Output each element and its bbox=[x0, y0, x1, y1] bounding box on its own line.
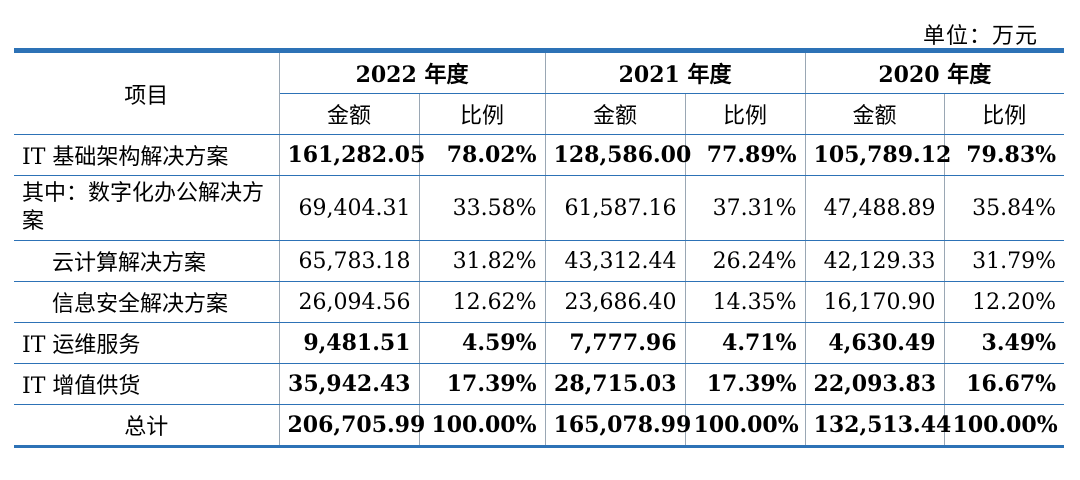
unit-label: 单位：万元 bbox=[922, 24, 1038, 49]
cell-ratio-2020: 31.79% bbox=[943, 240, 1065, 282]
cell-ratio-2022: 78.02% bbox=[418, 134, 546, 176]
row-label: IT 运维服务 bbox=[14, 322, 280, 364]
cell-ratio-2020: 12.20% bbox=[943, 281, 1065, 323]
revenue-table-container: 项目 2022 年度 2021 年度 2020 年度 金额 比例 金额 比例 金… bbox=[14, 48, 1065, 448]
cell-amount-2022: 26,094.56 bbox=[278, 281, 420, 323]
cell-amount-2022: 9,481.51 bbox=[278, 322, 420, 364]
cell-ratio-2021: 77.89% bbox=[684, 134, 806, 176]
cell-ratio-2020: 35.84% bbox=[943, 175, 1065, 241]
header-year-2021: 2021 年度 bbox=[544, 48, 806, 94]
cell-amount-2022: 65,783.18 bbox=[278, 240, 420, 282]
table-row: 信息安全解决方案 26,094.56 12.62% 23,686.40 14.3… bbox=[14, 281, 1065, 323]
cell-amount-2020: 47,488.89 bbox=[804, 175, 945, 241]
row-label: 其中：数字化办公解决方案 bbox=[14, 175, 280, 241]
cell-amount-2021: 43,312.44 bbox=[544, 240, 686, 282]
cell-amount-2020: 105,789.12 bbox=[804, 134, 951, 176]
row-label: IT 基础架构解决方案 bbox=[14, 134, 280, 176]
header-year-2022: 2022 年度 bbox=[278, 48, 546, 94]
cell-amount-2020: 132,513.44 bbox=[804, 404, 951, 448]
cell-ratio-2022: 33.58% bbox=[418, 175, 546, 241]
cell-amount-2022: 35,942.43 bbox=[278, 363, 420, 405]
cell-amount-2020: 42,129.33 bbox=[804, 240, 945, 282]
row-label: 信息安全解决方案 bbox=[14, 281, 280, 323]
cell-amount-2021: 128,586.00 bbox=[544, 134, 691, 176]
cell-ratio-2021: 26.24% bbox=[684, 240, 806, 282]
cell-ratio-2022: 17.39% bbox=[418, 363, 546, 405]
cell-amount-2021: 7,777.96 bbox=[544, 322, 686, 364]
cell-ratio-2022: 4.59% bbox=[418, 322, 546, 364]
header-amount: 金额 bbox=[804, 93, 945, 135]
cell-ratio-2020: 100.00% bbox=[943, 404, 1065, 448]
cell-ratio-2022: 31.82% bbox=[418, 240, 546, 282]
table-row: IT 运维服务 9,481.51 4.59% 7,777.96 4.71% 4,… bbox=[14, 322, 1065, 364]
table-row: 其中：数字化办公解决方案 69,404.31 33.58% 61,587.16 … bbox=[14, 175, 1065, 241]
cell-ratio-2022: 12.62% bbox=[418, 281, 546, 323]
cell-amount-2022: 206,705.99 bbox=[278, 404, 425, 448]
header-ratio: 比例 bbox=[684, 93, 806, 135]
cell-ratio-2021: 37.31% bbox=[684, 175, 806, 241]
cell-ratio-2020: 3.49% bbox=[943, 322, 1065, 364]
cell-ratio-2021: 100.00% bbox=[684, 404, 806, 448]
header-amount: 金额 bbox=[279, 93, 420, 135]
header-ratio: 比例 bbox=[943, 93, 1065, 135]
row-label: 总计 bbox=[14, 404, 280, 448]
table-row: IT 增值供货 35,942.43 17.39% 28,715.03 17.39… bbox=[14, 363, 1065, 405]
header-amount: 金额 bbox=[544, 93, 686, 135]
cell-ratio-2021: 14.35% bbox=[684, 281, 806, 323]
cell-amount-2020: 4,630.49 bbox=[804, 322, 945, 364]
cell-ratio-2020: 16.67% bbox=[943, 363, 1065, 405]
cell-amount-2021: 28,715.03 bbox=[544, 363, 686, 405]
header-ratio: 比例 bbox=[418, 93, 546, 135]
cell-amount-2021: 23,686.40 bbox=[544, 281, 686, 323]
cell-amount-2021: 165,078.99 bbox=[544, 404, 691, 448]
cell-ratio-2022: 100.00% bbox=[418, 404, 546, 448]
cell-ratio-2021: 17.39% bbox=[684, 363, 806, 405]
row-label: IT 增值供货 bbox=[14, 363, 280, 405]
cell-amount-2021: 61,587.16 bbox=[544, 175, 686, 241]
table-row: IT 基础架构解决方案 161,282.05 78.02% 128,586.00… bbox=[14, 134, 1065, 176]
header-item: 项目 bbox=[14, 48, 280, 135]
cell-ratio-2020: 79.83% bbox=[943, 134, 1065, 176]
cell-amount-2020: 22,093.83 bbox=[804, 363, 945, 405]
cell-ratio-2021: 4.71% bbox=[684, 322, 806, 364]
table-row-total: 总计 206,705.99 100.00% 165,078.99 100.00%… bbox=[14, 404, 1065, 448]
revenue-table: 项目 2022 年度 2021 年度 2020 年度 金额 比例 金额 比例 金… bbox=[14, 48, 1065, 448]
row-label: 云计算解决方案 bbox=[14, 240, 280, 282]
cell-amount-2022: 161,282.05 bbox=[278, 134, 425, 176]
cell-amount-2022: 69,404.31 bbox=[278, 175, 420, 241]
header-year-2020: 2020 年度 bbox=[804, 48, 1065, 94]
cell-amount-2020: 16,170.90 bbox=[804, 281, 945, 323]
table-row: 云计算解决方案 65,783.18 31.82% 43,312.44 26.24… bbox=[14, 240, 1065, 282]
